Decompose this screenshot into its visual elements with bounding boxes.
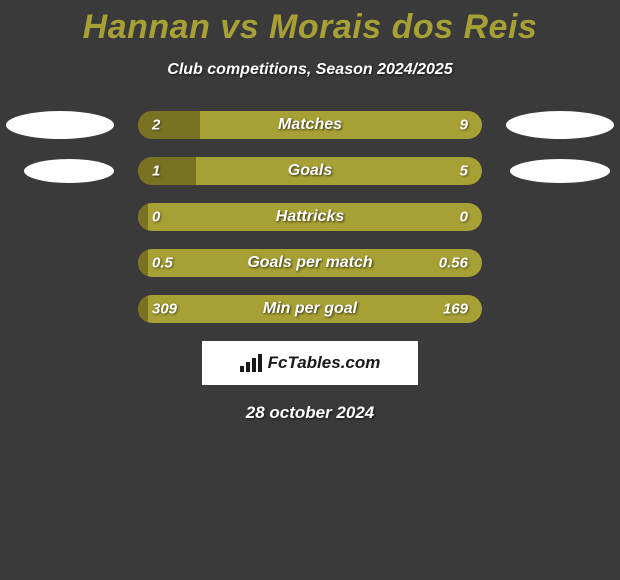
stat-bar-fill — [138, 157, 196, 185]
bar-chart-icon — [240, 354, 262, 372]
stat-label: Goals — [288, 162, 332, 180]
stat-right-value: 0.56 — [439, 255, 468, 272]
stat-bar: 309 169 Min per goal — [138, 295, 482, 323]
page-title: Hannan vs Morais dos Reis — [0, 0, 620, 47]
stat-bar-fill — [138, 295, 148, 323]
comparison-row: 309 169 Min per goal — [0, 295, 620, 323]
comparison-rows: 2 9 Matches 1 5 Goals 0 0 Hattricks 0.5 0.56 Goals … — [0, 111, 620, 323]
comparison-row: 0.5 0.56 Goals per match — [0, 249, 620, 277]
stat-label: Matches — [278, 116, 342, 134]
stat-left-value: 2 — [152, 117, 160, 134]
stat-bar: 0 0 Hattricks — [138, 203, 482, 231]
comparison-infographic: Hannan vs Morais dos Reis Club competiti… — [0, 0, 620, 580]
stat-right-value: 169 — [443, 301, 468, 318]
player-left-marker — [6, 111, 114, 139]
stat-bar: 1 5 Goals — [138, 157, 482, 185]
stat-right-value: 0 — [460, 209, 468, 226]
logo-text: FcTables.com — [268, 353, 381, 373]
player-right-marker — [510, 159, 610, 183]
comparison-row: 0 0 Hattricks — [0, 203, 620, 231]
date-label: 28 october 2024 — [0, 403, 620, 423]
stat-right-value: 9 — [460, 117, 468, 134]
stat-bar: 0.5 0.56 Goals per match — [138, 249, 482, 277]
stat-left-value: 0.5 — [152, 255, 173, 272]
stat-bar-fill — [138, 249, 148, 277]
player-left-marker — [24, 159, 114, 183]
stat-left-value: 0 — [152, 209, 160, 226]
subtitle: Club competitions, Season 2024/2025 — [0, 61, 620, 79]
stat-bar-fill — [138, 111, 200, 139]
stat-bar-fill — [138, 203, 148, 231]
player-right-marker — [506, 111, 614, 139]
comparison-row: 2 9 Matches — [0, 111, 620, 139]
stat-left-value: 1 — [152, 163, 160, 180]
comparison-row: 1 5 Goals — [0, 157, 620, 185]
stat-label: Goals per match — [247, 254, 372, 272]
stat-right-value: 5 — [460, 163, 468, 180]
stat-label: Hattricks — [276, 208, 344, 226]
stat-label: Min per goal — [263, 300, 357, 318]
logo-box: FcTables.com — [202, 341, 418, 385]
stat-bar: 2 9 Matches — [138, 111, 482, 139]
stat-left-value: 309 — [152, 301, 177, 318]
